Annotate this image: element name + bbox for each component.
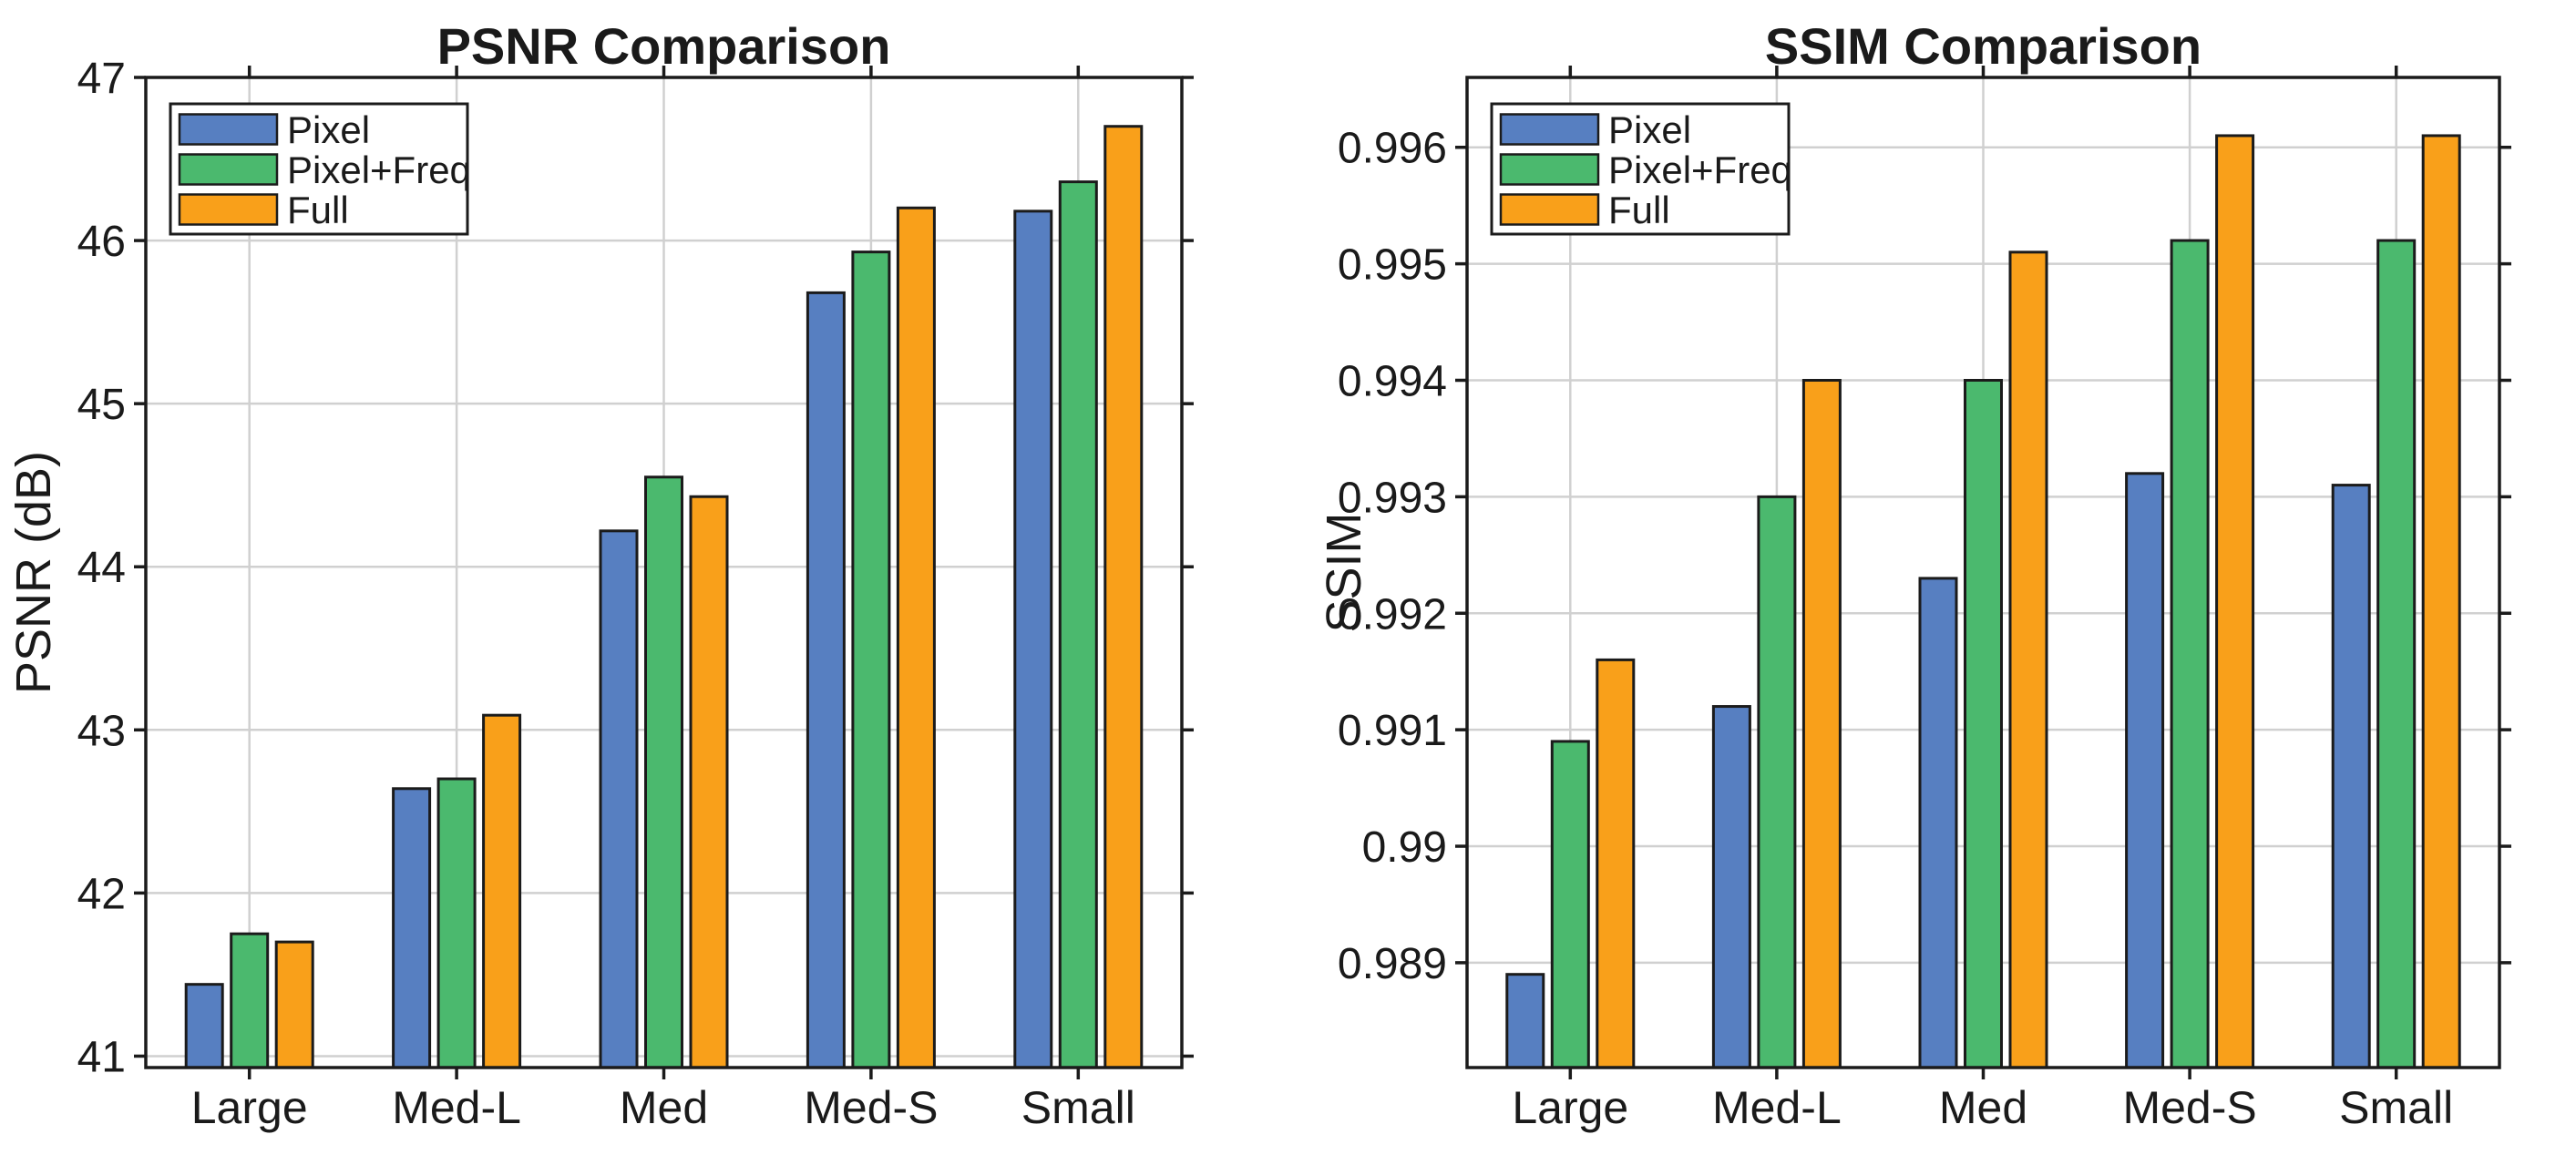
bar-Full-Large — [1596, 658, 1636, 1069]
psnr-chart: 41 42 43 44 45 46 47 Large Med-L Med Med-S Small PSN… — [6, 17, 1194, 1133]
legend-label: Pixel — [287, 108, 370, 151]
bar-Pixel+Freq-Med-L — [1757, 495, 1797, 1069]
y-tick-label: 0.996 — [1338, 125, 1447, 173]
bar-Pixel+Freq-Large — [230, 932, 270, 1069]
y-axis-label: PSNR (dB) — [6, 451, 61, 694]
x-category-label: Med-S — [2122, 1082, 2256, 1133]
legend-swatch-Full — [178, 193, 279, 226]
bar-Pixel+Freq-Large — [1550, 740, 1590, 1069]
y-tick-label: 44 — [77, 544, 126, 592]
x-category-label: Small — [1021, 1082, 1135, 1133]
y-tick-label: 47 — [77, 55, 126, 103]
y-tick-label: 0.99 — [1362, 823, 1447, 872]
bar-Pixel-Med-S — [806, 291, 846, 1069]
bar-Full-Med-S — [896, 206, 936, 1069]
bar-Pixel+Freq-Small — [2376, 239, 2417, 1069]
chart-title: SSIM Comparison — [1765, 17, 2201, 75]
legend-label: Pixel — [1608, 108, 1691, 151]
chart-title: PSNR Comparison — [437, 17, 891, 75]
bar-Pixel-Med — [1918, 577, 1958, 1069]
y-axis-label: SSIM — [1317, 512, 1371, 632]
bar-Pixel+Freq-Med — [644, 475, 683, 1069]
x-category-label: Large — [1512, 1082, 1628, 1133]
bar-Pixel+Freq-Med-S — [851, 250, 891, 1069]
bar-Pixel-Large — [184, 983, 224, 1069]
ssim-chart: 0.989 0.99 0.991 0.992 0.993 0.994 0.995 0.996 L… — [1288, 0, 2576, 1155]
legend-label: Pixel+Freq — [287, 148, 471, 191]
y-tick-label: 0.994 — [1338, 357, 1447, 405]
bar-Pixel-Med-L — [392, 787, 432, 1069]
bar-Pixel+Freq-Med-S — [2170, 239, 2210, 1069]
y-tick-label: 0.993 — [1338, 474, 1447, 522]
legend-swatch-Pixel — [1499, 113, 1600, 146]
y-tick-label: 42 — [77, 870, 126, 918]
x-category-label: Med — [1939, 1082, 2027, 1133]
x-category-label: Med-L — [392, 1082, 521, 1133]
y-tick-label: 0.991 — [1338, 707, 1447, 755]
y-tick-label: 45 — [77, 381, 126, 429]
legend-swatch-Pixel+Freq — [1499, 153, 1600, 186]
x-category-label: Med-S — [804, 1082, 938, 1133]
x-category-label: Small — [2339, 1082, 2453, 1133]
bar-Full-Small — [2421, 134, 2461, 1069]
legend-swatch-Pixel+Freq — [178, 153, 279, 186]
bar-Pixel+Freq-Small — [1058, 180, 1098, 1069]
bar-Pixel-Small — [1013, 210, 1053, 1069]
legend-label: Full — [1608, 189, 1670, 231]
legend-swatch-Full — [1499, 193, 1600, 226]
y-tick-label: 0.989 — [1338, 940, 1447, 988]
legend-swatch-Pixel — [178, 113, 279, 146]
bar-Full-Med-L — [1801, 378, 1842, 1069]
bar-Full-Small — [1103, 125, 1144, 1069]
x-category-label: Med-L — [1712, 1082, 1842, 1133]
bar-Pixel-Small — [2331, 484, 2371, 1069]
bar-Full-Med — [2008, 250, 2048, 1069]
bar-Full-Med-L — [482, 713, 522, 1069]
y-tick-label: 43 — [77, 707, 126, 755]
bar-Full-Med — [689, 495, 729, 1069]
legend-label: Full — [287, 189, 349, 231]
legend-label: Pixel+Freq — [1608, 148, 1792, 191]
bar-Pixel-Large — [1505, 973, 1545, 1069]
bar-Pixel-Med-S — [2125, 472, 2165, 1069]
bar-Pixel+Freq-Med-L — [436, 777, 477, 1069]
y-tick-label: 0.992 — [1338, 590, 1447, 639]
y-tick-label: 0.995 — [1338, 241, 1447, 290]
bar-Full-Large — [274, 940, 314, 1069]
bar-Pixel-Med-L — [1711, 705, 1751, 1069]
psnr-chart-panel: 41 42 43 44 45 46 47 Large Med-L Med Med-S Small PSN… — [6, 17, 1194, 1133]
ssim-chart-panel: 0.989 0.99 0.991 0.992 0.993 0.994 0.995 0.996 L… — [1288, 0, 2576, 1155]
bar-Pixel-Med — [599, 529, 639, 1069]
bar-Full-Med-S — [2215, 134, 2255, 1069]
y-tick-label: 41 — [77, 1033, 126, 1081]
y-tick-label: 46 — [77, 218, 126, 266]
bar-Pixel+Freq-Med — [1964, 378, 2003, 1069]
x-category-label: Med — [620, 1082, 708, 1133]
x-category-label: Large — [191, 1082, 308, 1133]
